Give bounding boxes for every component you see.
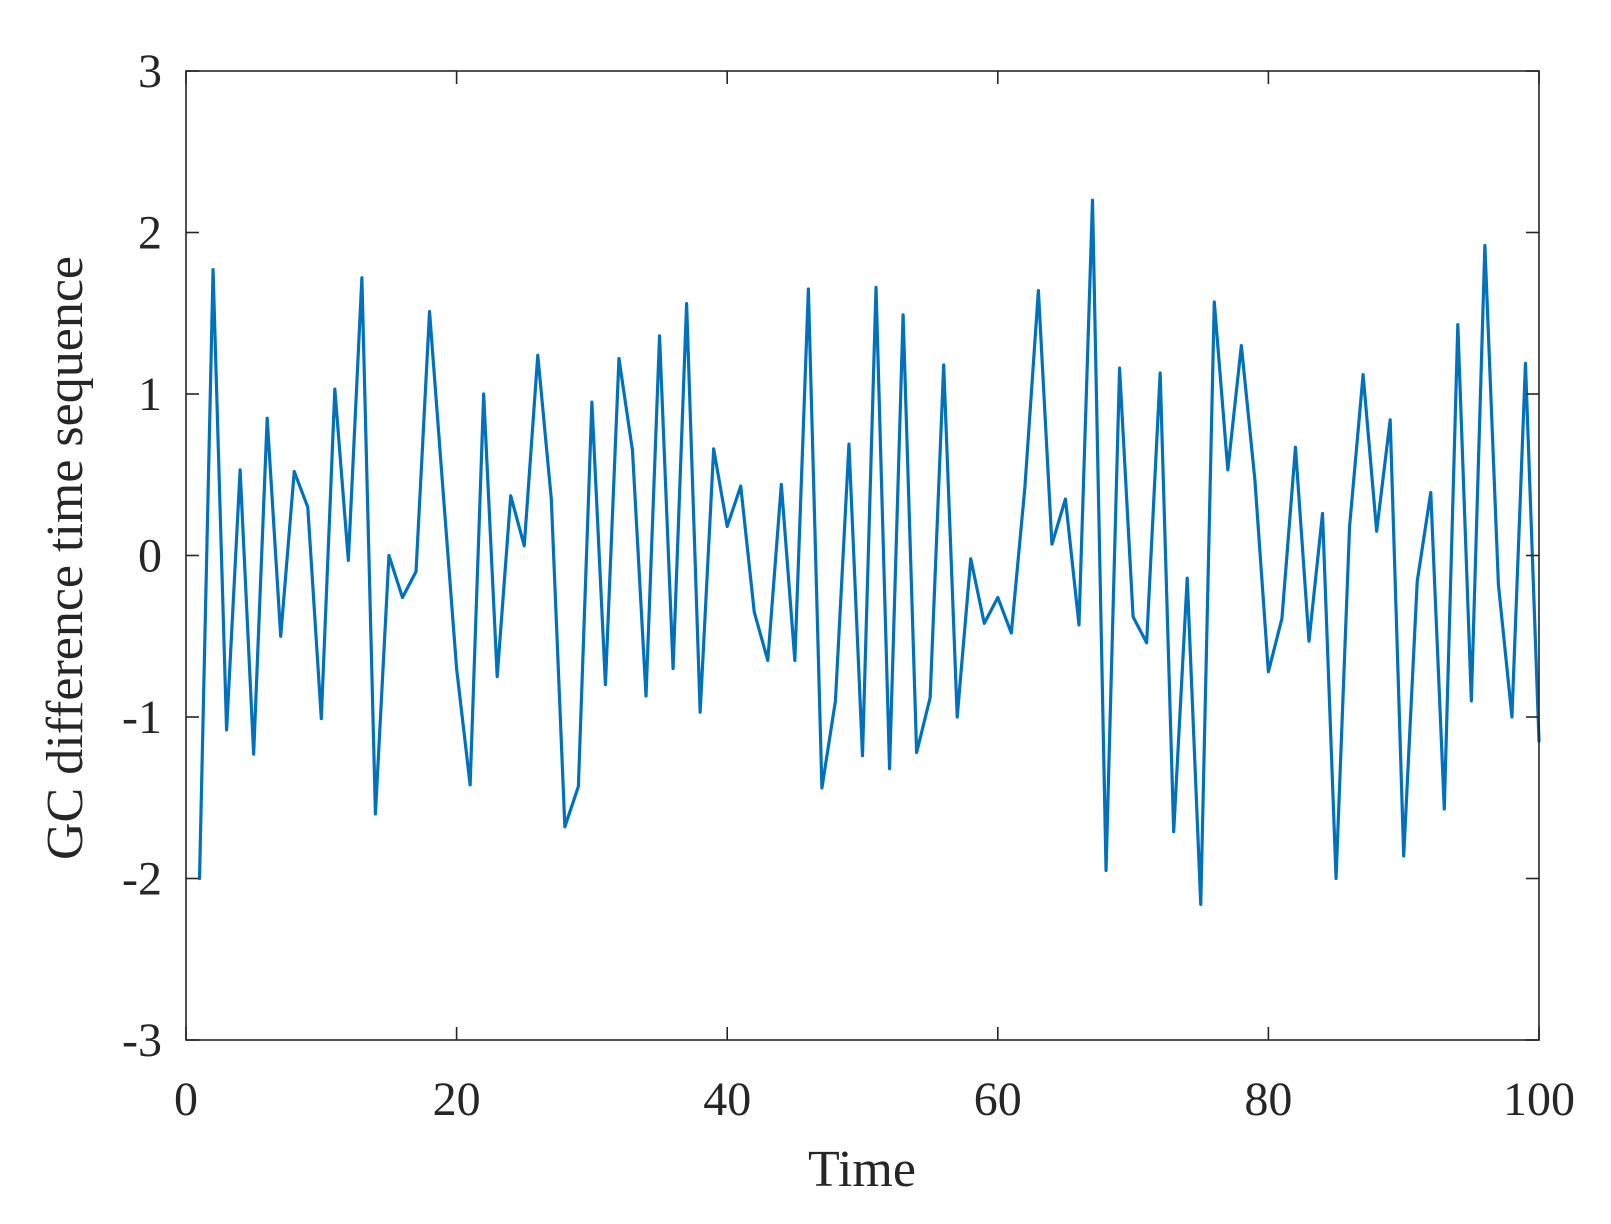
x-tick-label: 80 xyxy=(1244,1073,1292,1126)
y-tick-label: 1 xyxy=(138,368,162,421)
y-tick-label: 2 xyxy=(138,207,162,260)
data-layer xyxy=(197,198,1541,906)
y-tick-label: -2 xyxy=(122,853,162,906)
series-line-0 xyxy=(197,198,1541,906)
y-tick-label: -3 xyxy=(122,1014,162,1067)
x-axis-label: Time xyxy=(808,1141,916,1198)
plot-background xyxy=(186,71,1539,1040)
y-axis-label: GC difference time sequence xyxy=(37,256,94,860)
axes-layer xyxy=(185,70,1540,1041)
x-tick-label: 0 xyxy=(174,1073,198,1126)
x-tick-label: 60 xyxy=(974,1073,1022,1126)
y-tick-label: -1 xyxy=(122,691,162,744)
y-tick-label: 3 xyxy=(138,45,162,98)
x-tick-label: 20 xyxy=(433,1073,481,1126)
tick-labels: 0 20 40 60 80 100 -3 -2 -1 0 1 2 3 xyxy=(122,45,1575,1126)
y-tick-label: 0 xyxy=(138,530,162,583)
x-tick-label: 100 xyxy=(1503,1073,1575,1126)
x-tick-label: 40 xyxy=(703,1073,751,1126)
plot-area xyxy=(186,71,1539,1040)
